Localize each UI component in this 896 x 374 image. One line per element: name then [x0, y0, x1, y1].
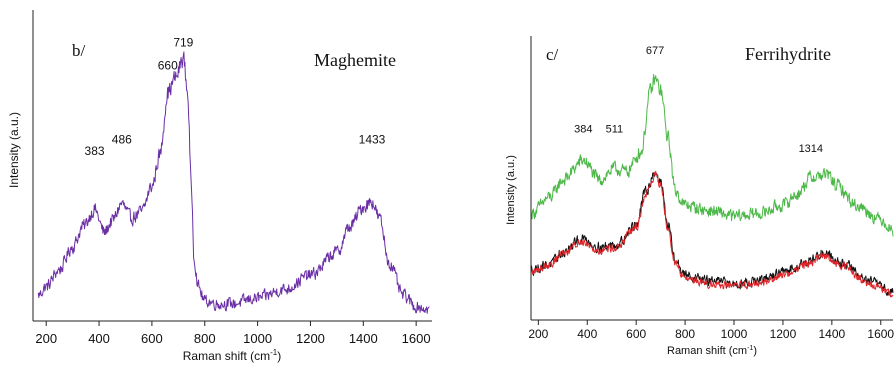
x-tick-label: 1000 — [721, 327, 748, 341]
tick-layer: 200 400 600 800 1000 1200 1400 1600 — [35, 321, 431, 346]
panel-label: c/ — [546, 45, 559, 64]
x-tick-label: 800 — [675, 327, 695, 341]
chart-panel-c: 200 400 600 800 1000 1200 1400 1600 384 511 677 13… — [505, 36, 894, 357]
sample-name: Maghemite — [314, 50, 396, 70]
sample-name: Ferrihydrite — [745, 44, 831, 64]
x-tick-label: 1400 — [349, 331, 378, 346]
series-line — [530, 170, 894, 298]
x-tick-label: 1600 — [867, 327, 894, 341]
x-tick-label: 200 — [528, 327, 548, 341]
panel-label: b/ — [72, 41, 86, 60]
x-tick-label: 1400 — [818, 327, 845, 341]
x-axis-label: Raman shift (cm-1) — [183, 348, 281, 363]
y-axis-label: Intensity (a.u.) — [7, 112, 21, 188]
tick-layer: 200 400 600 800 1000 1200 1400 1600 — [528, 320, 894, 341]
x-tick-label: 600 — [626, 327, 646, 341]
peak-label: 384 — [574, 123, 592, 135]
annotation-layer: 384 511 677 1314 — [574, 45, 823, 155]
annotation-layer: 383 486 660 719 1433 — [85, 35, 386, 158]
series-line — [530, 172, 894, 296]
x-tick-label: 400 — [88, 331, 110, 346]
x-tick-label: 600 — [141, 331, 163, 346]
peak-label: 1314 — [799, 143, 823, 155]
peak-label: 660 — [158, 58, 178, 72]
series-layer — [37, 51, 430, 314]
x-tick-label: 1000 — [243, 331, 272, 346]
series-line — [37, 51, 430, 314]
x-tick-label: 200 — [35, 331, 57, 346]
peak-label: 719 — [173, 35, 193, 49]
x-axis-label: Raman shift (cm-1) — [667, 345, 757, 357]
x-tick-label: 400 — [577, 327, 597, 341]
peak-label: 511 — [606, 123, 624, 135]
x-tick-label: 800 — [194, 331, 216, 346]
series-layer — [530, 74, 894, 298]
peak-label: 677 — [646, 45, 664, 57]
x-tick-label: 1200 — [770, 327, 797, 341]
x-tick-label: 1200 — [296, 331, 325, 346]
peak-label: 383 — [85, 144, 105, 158]
peak-label: 1433 — [359, 133, 386, 147]
chart-panel-b: 200 400 600 800 1000 1200 1400 1600 383 486 660 71… — [7, 10, 432, 363]
series-line — [530, 74, 894, 237]
x-tick-label: 1600 — [402, 331, 431, 346]
peak-label: 486 — [112, 133, 132, 147]
y-axis-label: Intensity (a.u.) — [505, 155, 517, 225]
